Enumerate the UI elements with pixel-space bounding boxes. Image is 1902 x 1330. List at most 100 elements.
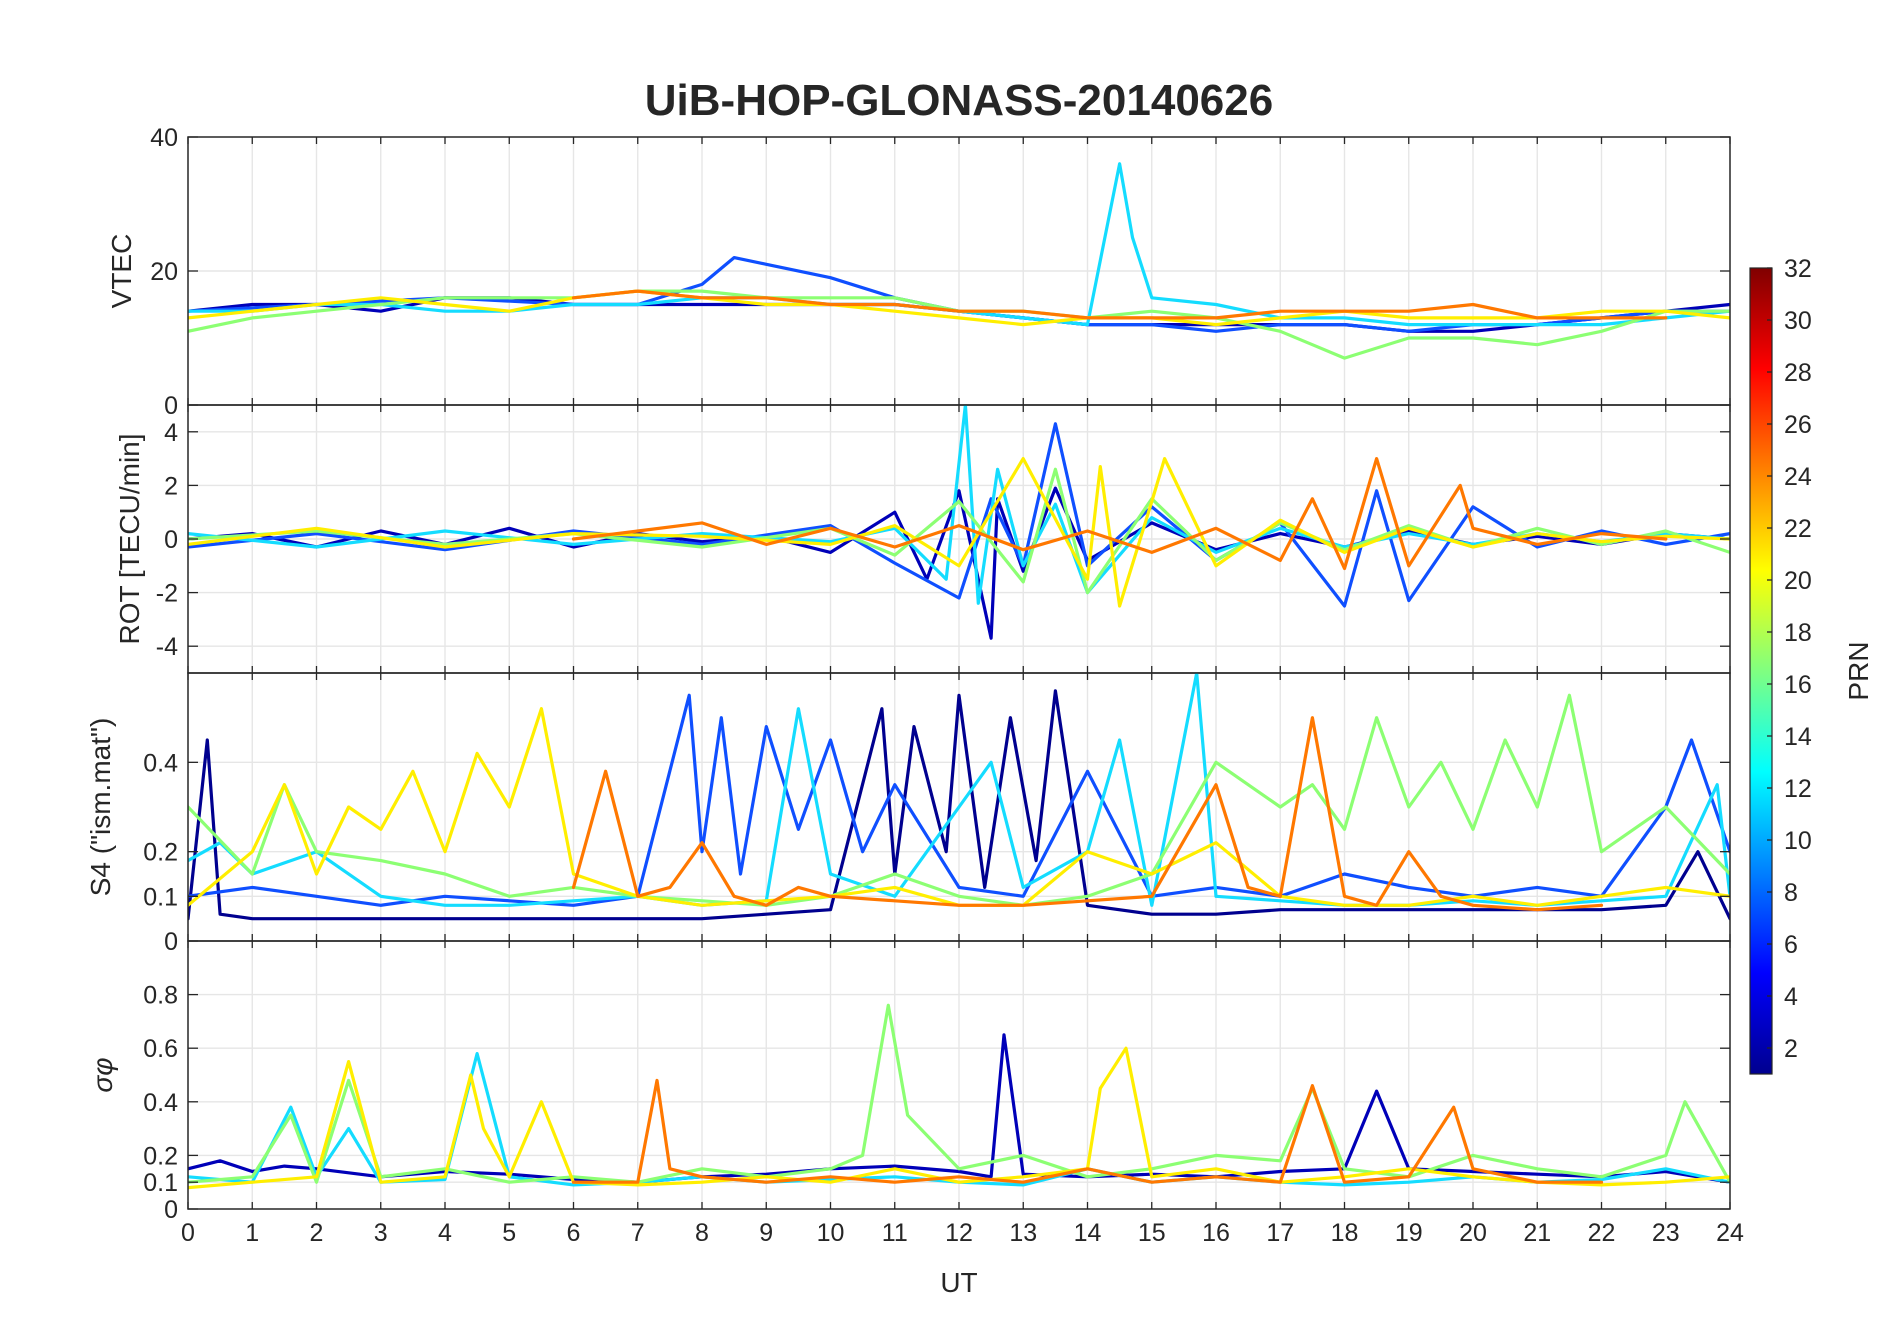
colorbar-tick-label: 24: [1784, 463, 1812, 491]
panel-vtec: 0 20 40 VTEC: [106, 124, 1731, 420]
x-tick-label: 20: [1459, 1219, 1487, 1247]
x-tick-label: 9: [759, 1219, 773, 1247]
x-tick-label: 7: [631, 1219, 645, 1247]
s4-y-tick-labels: 0 0.1 0.2 0.4: [143, 749, 178, 956]
colorbar-tick-label: 20: [1784, 567, 1812, 595]
x-tick-label: 0: [181, 1219, 195, 1247]
sigma-phi-y-tick-label: 0: [164, 1196, 178, 1224]
s4-y-axis-label: S4 ("ism.mat"): [85, 718, 116, 897]
x-tick-label: 24: [1716, 1219, 1744, 1247]
x-tick-label: 2: [310, 1219, 324, 1247]
sigma-phi-y-axis-label: σφ: [87, 1057, 118, 1092]
colorbar-tick-label: 10: [1784, 827, 1812, 855]
sigma-phi-y-tick-label: 0.4: [143, 1089, 178, 1117]
x-tick-label: 14: [1074, 1219, 1102, 1247]
colorbar-tick-label: 26: [1784, 411, 1812, 439]
x-tick-label: 11: [882, 1219, 908, 1247]
colorbar-tick-label: 4: [1784, 983, 1798, 1011]
rot-series-layer: [188, 405, 1730, 640]
vtec-y-tick-labels: 0 20 40: [150, 124, 178, 420]
rot-y-tick-label: 0: [164, 526, 178, 554]
x-tick-label: 13: [1009, 1219, 1037, 1247]
sigma-phi-y-tick-label: 0.2: [143, 1142, 178, 1170]
s4-y-tick-label: 0: [164, 928, 178, 956]
vtec-grid: [188, 137, 1730, 405]
x-tick-label: 12: [945, 1219, 973, 1247]
colorbar-tick-label: 16: [1784, 671, 1812, 699]
x-tick-label: 4: [438, 1219, 452, 1247]
s4-series-prn-17: [188, 693, 1730, 907]
panel-s4: 0 0.1 0.2 0.4 S4 ("ism.mat"): [85, 672, 1731, 956]
chart-title: UiB-HOP-GLONASS-20140626: [645, 76, 1273, 125]
panel-sigma-phi: 00.10.2 0.4 0.6 0.8 σφ: [87, 940, 1731, 1224]
vtec-series-prn-20: [188, 289, 1730, 327]
sigma-phi-y-tick-label: 0.1: [143, 1169, 178, 1197]
vtec-y-tick-label: 0: [164, 392, 178, 420]
colorbar-tick-label: 14: [1784, 723, 1812, 751]
x-tick-label: 19: [1395, 1219, 1423, 1247]
colorbar-tick-label: 6: [1784, 931, 1798, 959]
vtec-series-prn-24: [571, 289, 1668, 320]
sigma-phi-y-tick-label: 0.6: [143, 1035, 178, 1063]
x-axis-label: UT: [940, 1267, 977, 1298]
x-tick-label: 6: [567, 1219, 581, 1247]
x-tick-label: 10: [817, 1219, 845, 1247]
s4-series-layer: [188, 673, 1730, 921]
colorbar-gradient: [1749, 267, 1773, 1075]
rot-y-tick-label: 2: [164, 472, 178, 500]
rot-grid: [188, 405, 1730, 673]
vtec-series-prn-12: [188, 162, 1730, 327]
s4-series-prn-12: [188, 673, 1730, 907]
sigma-phi-y-tick-label: 0.8: [143, 982, 178, 1010]
colorbar-tick-label: 22: [1784, 515, 1812, 543]
x-tick-label: 5: [502, 1219, 516, 1247]
rot-series-prn-20: [188, 457, 1730, 608]
x-tick-label: 1: [245, 1219, 259, 1247]
s4-ticks: [187, 673, 1731, 942]
x-tick-label: 23: [1652, 1219, 1680, 1247]
sigma-phi-y-tick-labels: 00.10.2 0.4 0.6 0.8: [143, 982, 178, 1224]
colorbar-label: PRN: [1843, 641, 1874, 700]
s4-y-tick-label: 0.1: [143, 883, 178, 911]
x-tick-label: 3: [374, 1219, 388, 1247]
x-tick-label: 16: [1202, 1219, 1230, 1247]
colorbar-tick-label: 30: [1784, 307, 1812, 335]
rot-y-tick-label: 4: [164, 419, 178, 447]
vtec-ticks: [187, 136, 1731, 406]
rot-series-prn-24: [571, 457, 1668, 571]
sigma-phi-series-prn-20: [188, 1046, 1730, 1190]
x-tick-label: 21: [1523, 1219, 1551, 1247]
x-tick-label: 17: [1266, 1219, 1294, 1247]
x-tick-label: 18: [1331, 1219, 1359, 1247]
rot-series-prn-17: [188, 467, 1730, 595]
s4-series-prn-24: [571, 716, 1604, 912]
colorbar-tick-label: 12: [1784, 775, 1812, 803]
rot-y-axis-label: ROT [TECU/min]: [114, 433, 145, 644]
s4-y-tick-label: 0.2: [143, 839, 178, 867]
rot-y-tick-label: -4: [156, 633, 178, 661]
colorbar-tick-label: 28: [1784, 359, 1812, 387]
s4-y-tick-label: 0.4: [143, 749, 178, 777]
sigma-phi-series-layer: [188, 1003, 1730, 1190]
vtec-y-axis-label: VTEC: [106, 234, 137, 309]
vtec-y-tick-label: 40: [150, 124, 178, 152]
vtec-y-tick-label: 20: [150, 258, 178, 286]
rot-y-tick-labels: -4 -2 0 2 4: [156, 419, 178, 661]
x-tick-label: 22: [1588, 1219, 1616, 1247]
x-tick-labels: 0 1 2 3 4 5 6 7 8 9 10 11 12 13 14 15 16 17 18 19 20 21 22 23 24: [181, 1219, 1744, 1247]
vtec-series-layer: [188, 162, 1730, 360]
rot-ticks: [187, 405, 1731, 673]
rot-y-tick-label: -2: [156, 580, 178, 608]
colorbar-tick-label: 2: [1784, 1035, 1798, 1063]
colorbar-tick-label: 18: [1784, 619, 1812, 647]
s4-series-prn-20: [188, 707, 1730, 907]
x-tick-label: 8: [695, 1219, 709, 1247]
colorbar-tick-label: 8: [1784, 879, 1798, 907]
s4-series-prn-1: [188, 689, 1730, 921]
sigma-phi-series-prn-24: [571, 1078, 1604, 1184]
sigma-phi-ticks: [187, 941, 1731, 1210]
panel-rot: -4 -2 0 2 4 ROT [TECU/min]: [114, 404, 1731, 674]
